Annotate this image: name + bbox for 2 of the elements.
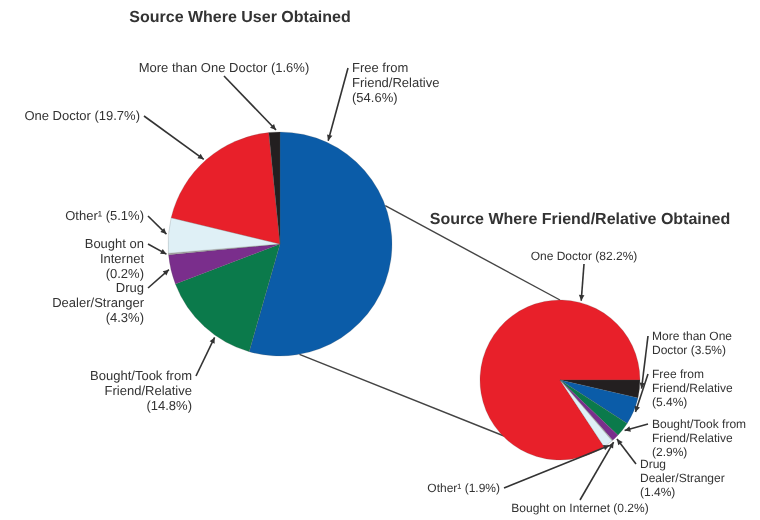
chart-title: Source Where Friend/Relative Obtained — [429, 210, 731, 228]
chart-title: Source Where User Obtained — [129, 8, 351, 26]
